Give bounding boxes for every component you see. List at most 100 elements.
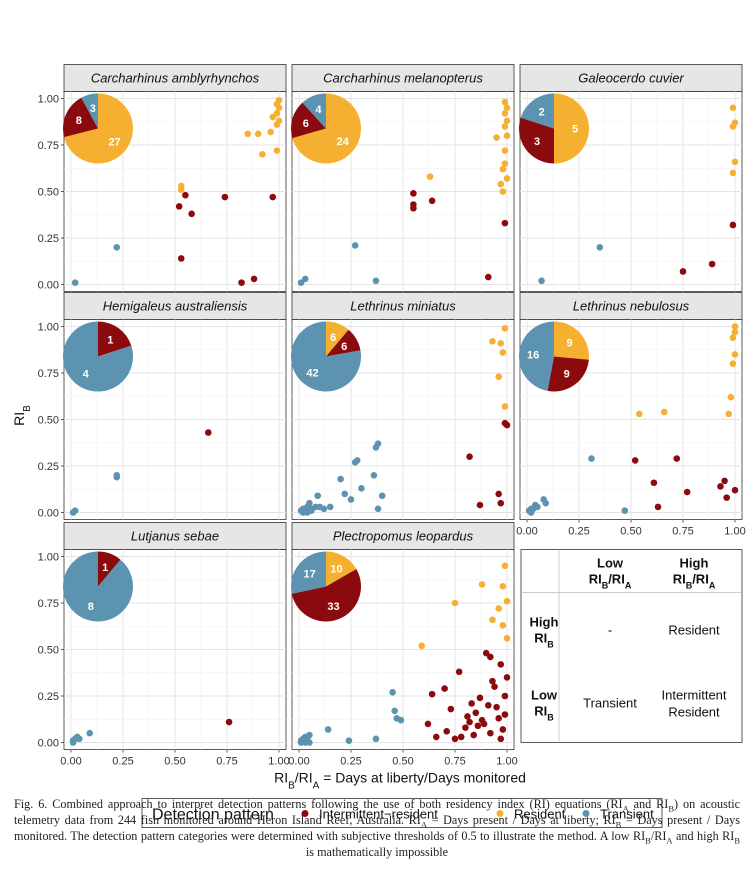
x-tick-label: 1.00 — [268, 756, 289, 768]
data-point-intermittent — [188, 210, 195, 218]
data-point-intermittent — [470, 731, 478, 739]
data-point-resident — [244, 130, 252, 138]
data-point-resident — [497, 339, 505, 347]
data-point-resident — [493, 134, 500, 141]
data-point-resident — [725, 410, 733, 418]
pie-slice-intermittent — [291, 569, 361, 622]
data-point-resident — [495, 373, 502, 381]
data-point-intermittent — [476, 694, 484, 702]
y-tick-label: 0.00 — [38, 738, 59, 750]
data-point-intermittent — [443, 728, 450, 735]
facet-strip — [291, 522, 515, 550]
pie-count-label: 6 — [341, 341, 347, 353]
data-point-intermittent — [182, 191, 189, 199]
data-point-intermittent — [673, 455, 681, 462]
data-point-resident — [501, 325, 509, 332]
data-point-intermittent — [497, 661, 505, 668]
data-point-transient — [374, 440, 382, 447]
data-point-transient — [337, 475, 344, 483]
data-point-resident — [729, 123, 737, 130]
data-point-transient — [389, 688, 396, 696]
pie-slice-resident — [326, 551, 357, 587]
data-point-intermittent — [225, 718, 233, 726]
data-point-resident — [503, 175, 511, 182]
pie-count-label: 24 — [337, 136, 350, 148]
y-tick-label: 0.75 — [38, 140, 59, 152]
data-point-resident — [499, 622, 507, 629]
data-point-resident — [503, 635, 511, 642]
facet-title: Galeocerdo cuvier — [578, 71, 684, 86]
legend-label: Resident — [514, 807, 566, 822]
data-point-resident — [731, 323, 739, 330]
x-axis-title: RIB/RIA = Days at liberty/Days monitored — [274, 770, 526, 792]
pie-slice-transient — [519, 321, 554, 391]
data-point-intermittent — [432, 733, 440, 741]
data-point-resident — [499, 582, 507, 590]
data-point-transient — [391, 707, 398, 715]
data-point-resident — [499, 188, 507, 195]
table-col-header-sub: RIB/RIA — [673, 572, 716, 591]
data-point-resident — [503, 132, 511, 139]
facet-title: Lethrinus miniatus — [350, 299, 456, 314]
table-cell: - — [608, 623, 612, 638]
table-row-header-sub: RIB — [534, 631, 554, 650]
table-cell: Resident — [668, 623, 720, 638]
pie-count-label: 4 — [83, 368, 90, 380]
data-point-transient — [588, 455, 595, 462]
y-tick-label: 0.50 — [38, 187, 59, 199]
data-point-resident — [731, 328, 739, 336]
figure-caption: Fig. 6. Combined approach to interpret d… — [14, 797, 740, 859]
x-tick-label: 0.50 — [164, 756, 185, 768]
data-point-transient — [397, 716, 405, 724]
x-tick-label: 0.25 — [112, 756, 133, 768]
x-tick-label: 0.75 — [444, 756, 465, 768]
legend-swatch-transient — [582, 810, 590, 817]
pie-slice-transient — [291, 321, 361, 392]
data-point-resident — [177, 186, 185, 193]
data-point-intermittent — [177, 255, 185, 262]
data-point-intermittent — [487, 653, 494, 661]
data-point-intermittent — [495, 715, 502, 722]
facet-panel: Plectropomus leopardus 10 33 17 0.00 0.25 0.50… — [288, 522, 518, 768]
data-point-intermittent — [717, 483, 724, 490]
data-point-intermittent — [708, 260, 716, 268]
data-point-resident — [418, 642, 426, 650]
legend-swatch-resident — [496, 810, 504, 817]
facet-panels: Carcharhinus amblyrhynchos27830.000.250.… — [38, 64, 746, 768]
data-point-intermittent — [466, 453, 473, 461]
pie-slice-transient — [62, 321, 133, 392]
data-point-resident — [503, 104, 511, 112]
facet-title: Plectropomus leopardus — [333, 529, 474, 544]
table-row-header: High — [530, 615, 559, 630]
x-tick-label: 0.00 — [60, 756, 81, 768]
data-point-intermittent — [451, 735, 459, 743]
data-point-transient — [596, 244, 604, 251]
facet-strip — [291, 292, 515, 320]
pie-slice-intermittent — [291, 102, 326, 139]
data-point-intermittent — [410, 204, 417, 212]
data-point-transient — [69, 509, 77, 516]
data-point-resident — [489, 338, 496, 345]
facet-panel: Lethrinus miniatus 66 42 — [291, 292, 515, 520]
data-point-transient — [320, 505, 328, 513]
pie-slice-transient — [520, 93, 554, 129]
data-point-resident — [426, 173, 434, 180]
data-point-transient — [542, 499, 550, 507]
y-tick-label: 1.00 — [38, 552, 59, 564]
data-point-intermittent — [466, 718, 473, 726]
data-point-resident — [729, 334, 737, 341]
pie-count-label: 6 — [330, 332, 336, 344]
x-tick-label: 0.25 — [340, 756, 361, 768]
data-point-resident — [478, 581, 486, 588]
data-point-intermittent — [723, 494, 730, 501]
data-point-transient — [351, 242, 359, 249]
data-point-resident — [501, 403, 509, 410]
table-border — [520, 549, 743, 743]
data-point-intermittent — [499, 726, 507, 733]
data-point-intermittent — [503, 674, 511, 681]
data-point-transient — [297, 279, 305, 286]
data-point-transient — [306, 739, 313, 746]
y-tick-label: 0.25 — [38, 691, 59, 703]
data-point-intermittent — [238, 279, 245, 286]
data-point-transient — [324, 726, 332, 733]
